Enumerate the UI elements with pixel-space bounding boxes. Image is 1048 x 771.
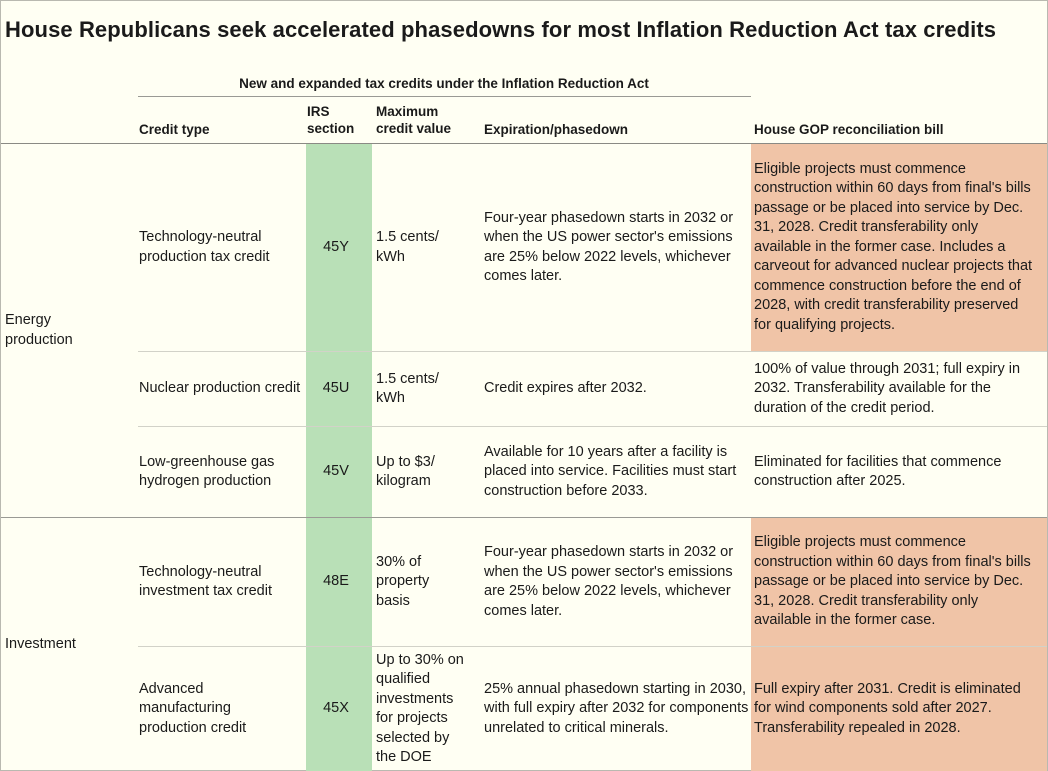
header-irs-section-line2: section — [307, 121, 355, 136]
subtitle-divider — [138, 96, 751, 97]
header-irs-section-line1: IRS — [307, 104, 330, 119]
gop-highlight-48e — [751, 518, 1047, 646]
table-row-gop-bill: Full expiry after 2031. Credit is elimin… — [754, 680, 1021, 736]
table-row-max-value: 1.5 cents/ kWh — [376, 370, 439, 407]
header-max-value: Maximum credit value — [376, 103, 476, 137]
table-row-credit-type: Technology-neutral production tax credit — [139, 229, 270, 265]
table-row-gop-bill: Eliminated for facilities that commence … — [754, 453, 1002, 490]
table-row-max-value: Up to $3/ kilogram — [376, 453, 435, 490]
header-max-value-line2: credit value — [376, 121, 452, 136]
table-row-expiration: Available for 10 years after a facility … — [484, 443, 737, 499]
table-row-gop-bill: Eligible projects must commence construc… — [754, 160, 1033, 333]
page-title: House Republicans seek accelerated phase… — [5, 17, 997, 42]
table-row-irs-section: 48E — [323, 573, 349, 590]
table-row-credit-type: Advanced manufacturing production credit — [139, 680, 247, 736]
table-row-expiration: 25% annual phasedown starting in 2030, w… — [484, 680, 749, 736]
header-gop-bill: House GOP reconciliation bill — [754, 122, 944, 137]
table-row-max-value: 30% of property basis — [376, 553, 430, 609]
gop-highlight-45x — [751, 647, 1047, 771]
table-row-gop-bill: Eligible projects must commence construc… — [754, 534, 1031, 629]
table-subtitle: New and expanded tax credits under the I… — [239, 76, 649, 91]
table-row-credit-type: Technology-neutral investment tax credit — [139, 563, 272, 600]
header-expiration: Expiration/phasedown — [484, 122, 629, 137]
row-divider — [138, 426, 1047, 427]
table-row-irs-section: 45Y — [323, 238, 349, 255]
table-row-irs-section: 45V — [323, 463, 349, 480]
table-row-credit-type: Low-greenhouse gas hydrogen production — [139, 453, 275, 490]
header-credit-type: Credit type — [139, 122, 210, 137]
group-label-investment: Investment — [5, 635, 76, 652]
table-row-credit-type: Nuclear production credit — [139, 380, 301, 397]
header-irs-section: IRS section — [307, 103, 369, 137]
table-row-expiration: Four-year phasedown starts in 2032 or wh… — [484, 209, 734, 285]
irs-section-column-fill — [306, 144, 372, 771]
group-divider — [1, 517, 1047, 518]
header-max-value-line1: Maximum — [376, 104, 439, 119]
table-row-irs-section: 45X — [323, 700, 349, 717]
table-row-expiration: Four-year phasedown starts in 2032 or wh… — [484, 544, 734, 619]
table-row-max-value: Up to 30% on qualified investments for p… — [376, 651, 464, 766]
row-divider — [138, 646, 1047, 647]
group-label-energy-production: Energy production — [5, 312, 73, 348]
table-row-gop-bill: 100% of value through 2031; full expiry … — [754, 360, 1021, 416]
table-row-irs-section: 45U — [322, 380, 350, 397]
row-divider — [138, 351, 1047, 352]
table-row-expiration: Credit expires after 2032. — [484, 380, 647, 397]
header-divider — [1, 143, 1047, 144]
gop-highlight-45y — [751, 144, 1047, 351]
table-row-max-value: 1.5 cents/ kWh — [376, 229, 439, 265]
